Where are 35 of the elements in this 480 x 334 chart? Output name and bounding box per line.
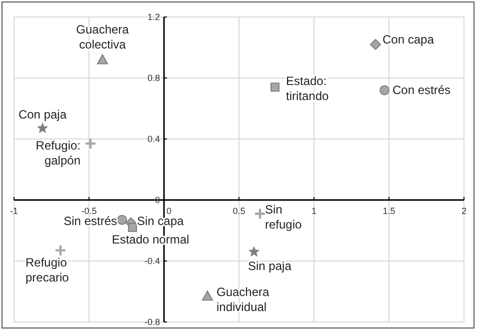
point: [254, 208, 266, 220]
point: [270, 82, 280, 92]
point: [128, 222, 137, 232]
point: [54, 244, 67, 256]
y-tick-label: 1.2: [147, 12, 160, 22]
point: [370, 38, 381, 50]
x-tick-label: 0: [166, 206, 172, 216]
annotation: Con estrés: [392, 83, 451, 98]
point: [202, 290, 213, 301]
annotation: Guachera colectiva: [76, 22, 130, 52]
annotation: Guachera individual: [216, 285, 270, 314]
annotation: Refugio precario: [26, 255, 70, 284]
annotation: Refugio: galpón: [36, 138, 80, 168]
x-tick-label: 1.5: [382, 206, 396, 216]
annotation: Sin estrés: [64, 214, 117, 228]
point: [380, 85, 390, 96]
annotation: Con paja: [18, 107, 67, 122]
x-tick-label: -1: [10, 206, 18, 216]
point: [84, 137, 97, 150]
point: [117, 214, 127, 225]
annotation: Sin paja: [248, 258, 292, 273]
point: [97, 54, 108, 64]
x-tick-label: 1: [311, 206, 317, 216]
y-tick-label: 0.4: [147, 134, 160, 144]
point: [36, 122, 48, 134]
annotation: Estado: tiritando: [286, 74, 330, 104]
y-tick-label: -0.4: [144, 256, 160, 266]
annotation: Con capa: [382, 32, 434, 46]
point: [248, 246, 260, 257]
x-tick-label: 0.5: [232, 206, 246, 216]
x-tick-label: -0.5: [81, 206, 97, 216]
x-tick-label: 2: [461, 206, 467, 216]
annotation: Sin refugio: [265, 202, 302, 232]
y-tick-label: 0.8: [147, 73, 160, 83]
y-tick-label: -0.8: [144, 317, 160, 327]
